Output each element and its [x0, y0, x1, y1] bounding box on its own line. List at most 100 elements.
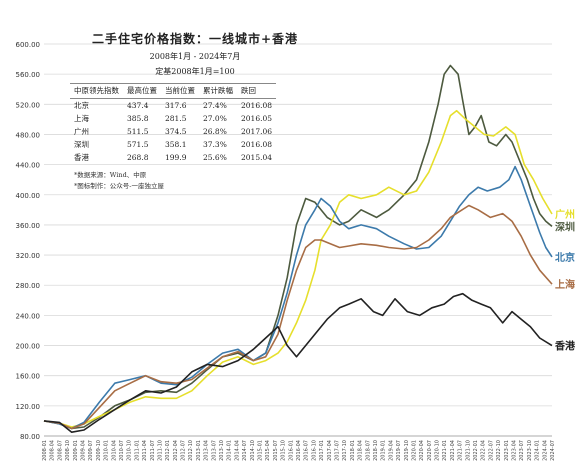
y-tick-label: 320.00	[16, 252, 41, 260]
series-line	[43, 64, 553, 430]
table-cell: 26.8%	[203, 127, 227, 136]
y-tick-label: 440.00	[16, 162, 41, 170]
x-tick-label: 2020-10	[435, 440, 441, 461]
x-tick-label: 2021-07	[458, 440, 464, 461]
y-tick-label: 240.00	[16, 312, 41, 320]
gridlines	[44, 43, 552, 437]
credit-note: *图标制作：公众号-一座独立屋	[74, 182, 164, 190]
x-tick-label: 2015-07	[273, 440, 279, 461]
table-row: 深圳 571.5 358.1 37.3% 2016.08	[70, 138, 276, 151]
table-row: 广州 511.5 374.5 26.8% 2017.06	[70, 125, 276, 138]
x-tick-label: 2010-01	[104, 440, 110, 461]
summary-table: 中原领先指数 最高位置 当前位置 累计跌幅 跌回 北京 437.4 317.6 …	[70, 83, 277, 164]
y-tick-label: 560.00	[16, 71, 41, 79]
table-cell: 2016.08	[241, 101, 273, 110]
x-tick-label: 2014-01	[227, 440, 233, 461]
x-tick-label: 2016-04	[296, 440, 302, 461]
series-lines	[43, 64, 553, 434]
x-tick-label: 2022-01	[473, 440, 479, 461]
table-cell: 511.5	[127, 127, 149, 136]
x-tick-label: 2023-01	[504, 440, 510, 461]
series-line	[43, 165, 553, 430]
chart-base: 定基2008年1月=100	[155, 67, 235, 76]
x-tick-label: 2011-04	[142, 440, 148, 461]
x-tick-label: 2017-07	[334, 440, 340, 461]
x-tick-label: 2012-07	[181, 440, 187, 461]
series-line	[43, 292, 553, 434]
table-row: 北京 437.4 317.6 27.4% 2016.08	[70, 99, 276, 113]
y-axis-ticks: 80.00 120.00 160.00 200.00 240.00 280.00 320.0…	[16, 41, 41, 441]
x-tick-label: 2010-07	[119, 440, 125, 461]
table-cell: 香港	[74, 153, 89, 162]
x-tick-label: 2020-04	[419, 440, 425, 461]
series-label: 上海	[555, 278, 575, 291]
x-tick-label: 2010-04	[111, 440, 117, 461]
y-tick-label: 400.00	[16, 192, 41, 200]
x-tick-label: 2012-01	[165, 440, 171, 461]
y-tick-label: 200.00	[16, 343, 41, 351]
table-cell: 2017.06	[241, 127, 273, 136]
table-cell: 北京	[74, 101, 89, 110]
y-tick-label: 280.00	[16, 282, 41, 290]
table-cell: 27.4%	[203, 101, 227, 110]
x-tick-label: 2022-07	[488, 440, 494, 461]
x-tick-label: 2014-10	[250, 440, 256, 461]
x-tick-label: 2009-10	[96, 440, 102, 461]
x-tick-label: 2015-04	[265, 440, 271, 461]
x-tick-label: 2015-10	[281, 440, 287, 461]
x-tick-label: 2020-07	[427, 440, 433, 461]
x-tick-label: 2015-01	[258, 440, 264, 461]
x-tick-label: 2019-07	[396, 440, 402, 461]
table-row: 香港 268.8 199.9 25.6% 2015.04	[70, 151, 276, 164]
x-tick-label: 2009-01	[73, 440, 79, 461]
series-label: 香港	[555, 340, 576, 353]
table-header: 中原领先指数	[70, 83, 123, 99]
series-line	[43, 204, 553, 430]
y-tick-label: 360.00	[16, 222, 41, 230]
x-tick-label: 2017-01	[319, 440, 325, 461]
y-tick-label: 120.00	[16, 403, 41, 411]
chart-period: 2008年1月 - 2024年7月	[149, 52, 241, 61]
x-tick-label: 2008-01	[42, 440, 48, 461]
x-tick-label: 2024-01	[535, 440, 541, 461]
table-cell: 27.0%	[203, 114, 227, 123]
chart-notes: *数据来源：Wind、中原 *图标制作：公众号-一座独立屋	[70, 170, 320, 192]
x-tick-label: 2023-10	[527, 440, 533, 461]
table-cell: 268.8	[127, 153, 149, 162]
table-header: 累计跌幅	[199, 83, 237, 99]
x-tick-label: 2011-10	[157, 440, 163, 461]
table-cell: 深圳	[74, 140, 89, 149]
x-tick-label: 2013-04	[204, 440, 210, 461]
x-tick-label: 2008-10	[65, 440, 71, 461]
x-tick-label: 2014-07	[242, 440, 248, 461]
table-cell: 37.3%	[203, 140, 227, 149]
x-tick-label: 2017-10	[342, 440, 348, 461]
x-tick-label: 2024-04	[542, 440, 548, 461]
table-cell: 374.5	[165, 127, 187, 136]
x-tick-label: 2013-01	[196, 440, 202, 461]
table-cell: 2015.04	[241, 153, 273, 162]
x-tick-label: 2023-04	[512, 440, 518, 461]
table-cell: 广州	[74, 127, 89, 136]
x-tick-label: 2020-01	[411, 440, 417, 461]
table-cell: 358.1	[165, 140, 187, 149]
table-cell: 281.5	[165, 114, 187, 123]
table-header-row: 中原领先指数 最高位置 当前位置 累计跌幅 跌回	[70, 83, 277, 99]
x-tick-label: 2008-07	[57, 440, 63, 461]
info-panel: 二手住宅价格指数：一线城市+香港 2008年1月 - 2024年7月 定基200…	[70, 30, 320, 192]
x-tick-label: 2017-04	[327, 440, 333, 461]
table-cell: 上海	[74, 114, 89, 123]
table-cell: 317.6	[165, 101, 187, 110]
table-cell: 571.5	[127, 140, 149, 149]
y-tick-label: 80.00	[20, 433, 40, 441]
chart-title: 二手住宅价格指数：一线城市+香港	[91, 32, 299, 46]
x-axis: 2008-01 2008-04 2008-07 2008-10 2009-01 2009-…	[42, 435, 556, 461]
x-tick-label: 2012-04	[173, 440, 179, 461]
table-cell: 2016.05	[241, 114, 273, 123]
x-tick-label: 2009-07	[88, 440, 94, 461]
y-tick-label: 480.00	[16, 131, 41, 139]
x-tick-label: 2018-01	[350, 440, 356, 461]
x-tick-label: 2013-10	[219, 440, 225, 461]
